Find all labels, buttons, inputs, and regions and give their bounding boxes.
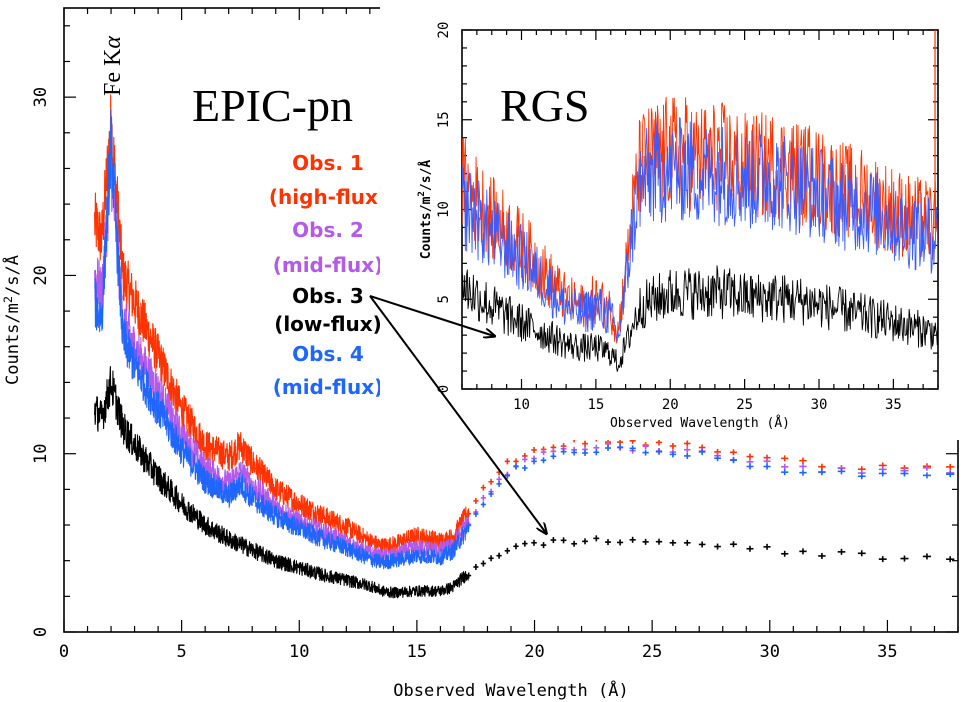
annotations <box>369 295 546 533</box>
epic-series-obs-3 <box>94 365 470 599</box>
epic-crosses-obs-3 <box>466 535 955 579</box>
epic-ytick-label: 10 <box>31 443 51 463</box>
epic-pn-chart: 0 5 10 15 20 25 30 35 0 10 20 30 Observed Wavelength… <box>1 7 959 701</box>
epic-crosses-obs-1 <box>466 435 955 517</box>
legend-entry-name: Obs. 4 <box>292 342 364 366</box>
rgs-xtick-label: 10 <box>513 397 530 413</box>
epic-crosses-obs-2 <box>466 440 955 528</box>
rgs-series-obs-4 <box>462 117 938 342</box>
rgs-x-axis-label: Observed Wavelength (Å) <box>610 415 790 431</box>
epic-xtick-label: 30 <box>760 642 780 662</box>
rgs-y-axis-label: Counts/m2/s/Å <box>417 160 434 260</box>
epic-y-axis-label: Counts/m2/s/Å <box>1 255 23 385</box>
epic-xtick-label: 25 <box>642 642 662 662</box>
epic-xtick-label: 20 <box>524 642 544 662</box>
epic-ytick-label: 0 <box>31 627 51 637</box>
rgs-ytick-label: 20 <box>436 22 452 39</box>
fe-kalpha-label: Fe Kα <box>100 36 126 96</box>
legend-entry-note: (high-flux) <box>269 185 387 209</box>
epic-series-obs-4 <box>94 109 470 570</box>
rgs-ytick-label: 10 <box>436 201 452 218</box>
legend-entry-name: Obs. 1 <box>292 151 364 175</box>
rgs-series-obs-3 <box>462 265 938 372</box>
rgs-xtick-label: 15 <box>587 397 604 413</box>
epic-xtick-label: 5 <box>177 642 187 662</box>
legend-entry-name: Obs. 3 <box>292 284 364 308</box>
rgs-ytick-label: 15 <box>436 111 452 128</box>
epic-series-obs-1 <box>94 94 470 556</box>
epic-pn-title: EPIC-pn <box>192 80 353 131</box>
legend-entry-note: (mid-flux) <box>273 375 384 399</box>
rgs-xtick-label: 20 <box>662 397 679 413</box>
epic-ytick-label: 20 <box>31 265 51 285</box>
arrow-to-rgs <box>369 295 494 336</box>
rgs-ytick-label: 5 <box>436 295 452 303</box>
epic-xtick-label: 15 <box>407 642 427 662</box>
epic-xtick-label: 35 <box>877 642 897 662</box>
arrow-to-epic <box>369 295 546 533</box>
legend-entry-note: (mid-flux) <box>273 253 384 277</box>
rgs-ytick-label: 0 <box>436 385 452 393</box>
legend-entry-note: (low-flux) <box>274 312 382 336</box>
rgs-xtick-label: 35 <box>885 397 902 413</box>
rgs-inset-chart: 10 15 20 25 30 35 0 5 10 15 20 Observed Wavelength … <box>380 0 967 440</box>
epic-xtick-label: 10 <box>289 642 309 662</box>
rgs-data <box>462 30 938 372</box>
legend-entry-name: Obs. 2 <box>292 218 364 242</box>
epic-x-axis-label: Observed Wavelength (Å) <box>393 679 628 701</box>
epic-pn-data <box>94 94 955 599</box>
epic-ytick-label: 30 <box>31 87 51 107</box>
rgs-title: RGS <box>500 80 589 131</box>
rgs-xtick-label: 30 <box>811 397 828 413</box>
epic-xtick-label: 0 <box>59 642 69 662</box>
rgs-xtick-label: 25 <box>736 397 753 413</box>
epic-crosses-obs-4 <box>466 444 955 529</box>
